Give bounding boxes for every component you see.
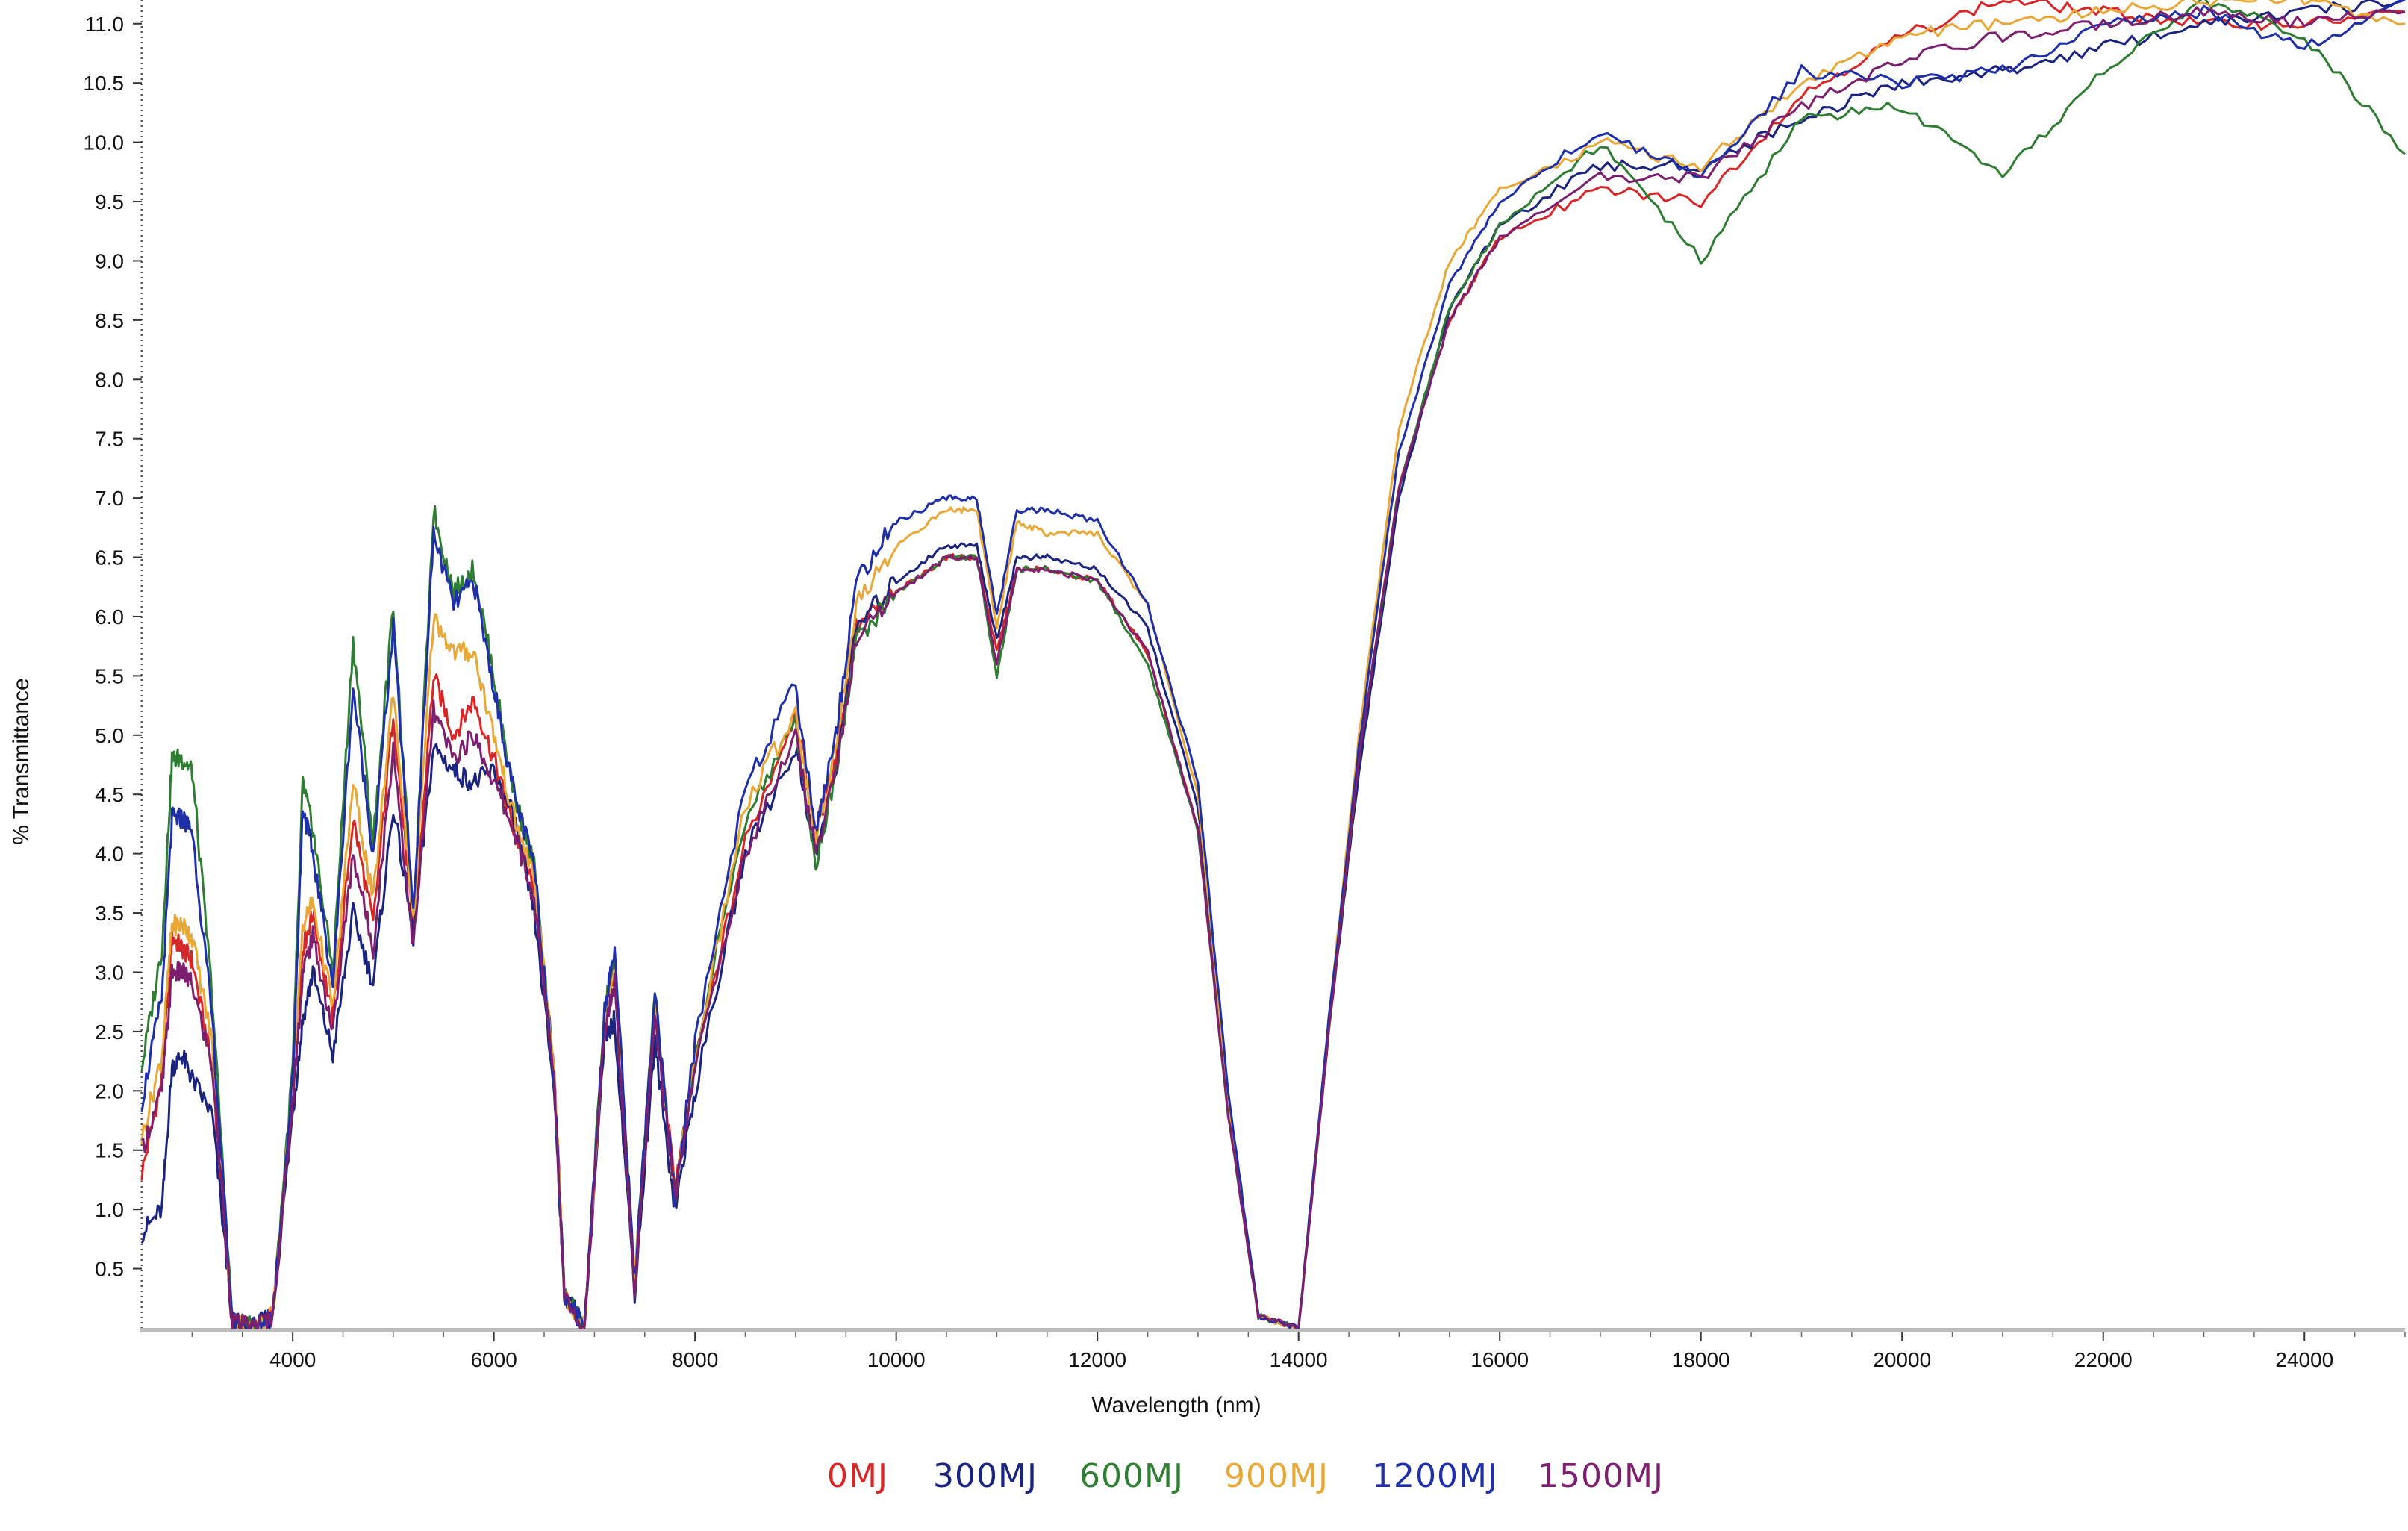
y-tick-label: 3.0 [95, 961, 124, 984]
y-tick-label: 2.0 [95, 1079, 124, 1103]
x-tick-label: 24000 [2275, 1348, 2333, 1371]
x-tick-label: 16000 [1470, 1348, 1529, 1371]
y-tick-label: 8.0 [95, 368, 124, 391]
x-tick-label: 20000 [1873, 1348, 1931, 1371]
legend-item-0mj: 0MJ [827, 1457, 888, 1495]
x-tick-label: 14000 [1270, 1348, 1328, 1371]
y-tick-label: 1.5 [95, 1139, 124, 1162]
y-tick-label: 5.0 [95, 724, 124, 747]
x-axis-ticks: 4000 6000 8000 10000 12000 14000 16000 18000 200… [191, 1332, 2406, 1371]
legend: 0MJ 300MJ 600MJ 900MJ 1200MJ 1500MJ [827, 1457, 1664, 1495]
x-tick-label: 18000 [1672, 1348, 1730, 1371]
y-tick-label: 7.0 [95, 487, 124, 510]
legend-item-1500mj: 1500MJ [1538, 1457, 1664, 1495]
y-tick-label: 4.5 [95, 783, 124, 806]
series-line-300mj [140, 0, 2406, 1329]
series-line-0mj [140, 0, 2406, 1329]
y-tick-label: 10.0 [84, 131, 125, 155]
y-tick-label: 2.5 [95, 1020, 124, 1044]
y-tick-label: 8.5 [95, 309, 124, 332]
x-tick-label: 10000 [867, 1348, 926, 1371]
y-tick-label: 0.5 [95, 1258, 124, 1281]
legend-item-300mj: 300MJ [933, 1457, 1038, 1495]
x-tick-label: 6000 [470, 1348, 517, 1371]
series-line-600mj [140, 0, 2406, 1329]
y-tick-label: 7.5 [95, 428, 124, 451]
series-line-1200mj [140, 0, 2406, 1329]
legend-item-900mj: 900MJ [1224, 1457, 1329, 1495]
x-tick-label: 12000 [1068, 1348, 1126, 1371]
series-lines [140, 0, 2406, 1329]
y-tick-label: 6.5 [95, 546, 124, 570]
x-tick-label: 4000 [269, 1348, 316, 1371]
y-axis-title: % Transmittance [9, 678, 34, 844]
legend-item-1200mj: 1200MJ [1372, 1457, 1498, 1495]
y-axis-ticks: 0.5 1.0 1.5 2.0 2.5 3.0 3.5 4.0 4.5 5.0 5.5 6.0 6.5 7… [84, 13, 142, 1281]
series-line-900mj [140, 0, 2406, 1329]
y-tick-label: 11.0 [85, 13, 124, 36]
y-tick-label: 4.0 [95, 843, 124, 866]
axes [140, 0, 2405, 1332]
y-tick-label: 10.5 [84, 72, 125, 95]
legend-item-600mj: 600MJ [1079, 1457, 1184, 1495]
y-tick-label: 1.0 [95, 1198, 124, 1221]
y-tick-label: 5.5 [95, 664, 124, 687]
y-tick-label: 6.0 [95, 605, 124, 629]
y-tick-label: 9.5 [95, 190, 124, 213]
series-line-1500mj [141, 6, 2406, 1329]
y-tick-label: 3.5 [95, 902, 124, 925]
x-tick-label: 22000 [2074, 1348, 2133, 1371]
x-tick-label: 8000 [672, 1348, 718, 1371]
y-tick-label: 9.0 [95, 249, 124, 272]
x-axis-title: Wavelength (nm) [1091, 1393, 1261, 1418]
